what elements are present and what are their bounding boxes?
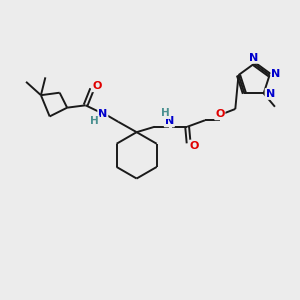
Text: O: O	[190, 140, 199, 151]
Text: O: O	[92, 81, 101, 91]
Text: N: N	[266, 89, 275, 99]
Text: O: O	[215, 109, 224, 119]
Text: N: N	[272, 69, 281, 79]
Text: H: H	[90, 116, 99, 126]
Text: N: N	[249, 53, 259, 63]
Text: H: H	[161, 108, 170, 118]
Text: N: N	[165, 116, 174, 127]
Text: N: N	[98, 109, 107, 118]
